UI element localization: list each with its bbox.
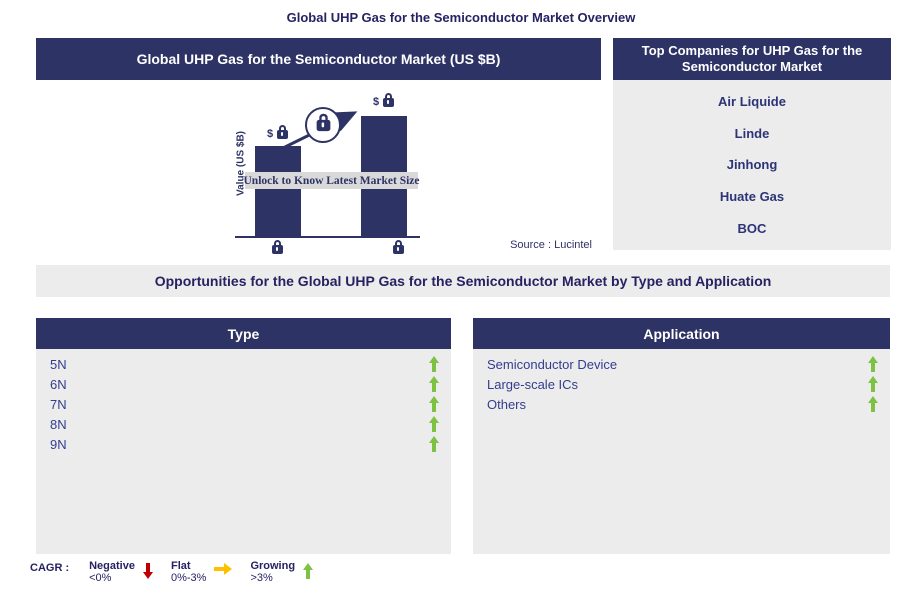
legend-range: 0%-3% <box>170 572 207 584</box>
type-label: 6N <box>50 376 67 392</box>
legend-entry-flat: Flat 0%-3% <box>170 560 233 584</box>
legend-name: Negative <box>89 560 135 572</box>
list-item: 6N <box>36 374 451 394</box>
growing-arrow-icon <box>868 356 878 372</box>
locked-circle-badge[interactable] <box>305 107 341 143</box>
bar-value-locked: $ <box>267 124 289 140</box>
growing-arrow-icon <box>429 376 439 392</box>
list-item: Large-scale ICs <box>473 374 890 394</box>
type-label: 8N <box>50 416 67 432</box>
cagr-legend-label: CAGR : <box>30 562 70 574</box>
legend-name: Growing <box>250 560 296 572</box>
application-label: Semiconductor Device <box>487 356 618 372</box>
application-label: Large-scale ICs <box>487 376 579 392</box>
growing-arrow-icon <box>429 356 439 372</box>
market-bar-start <box>255 146 301 236</box>
company-name: Linde <box>734 125 770 141</box>
growing-arrow-icon <box>303 563 314 579</box>
negative-arrow-icon <box>142 563 153 579</box>
type-label: 5N <box>50 356 67 372</box>
application-panel-header: Application <box>473 318 890 349</box>
page-title: Global UHP Gas for the Semiconductor Mar… <box>286 10 636 25</box>
top-companies-header: Top Companies for UHP Gas for the Semico… <box>613 38 891 80</box>
type-panel-header: Type <box>36 318 451 349</box>
list-item: Semiconductor Device <box>473 354 890 374</box>
dollar-sign: $ <box>373 96 380 108</box>
list-item: 9N <box>36 434 451 454</box>
growing-arrow-icon <box>868 396 878 412</box>
source-note: Source : Lucintel <box>510 239 592 251</box>
lock-icon <box>383 92 395 107</box>
flat-arrow-icon <box>214 563 233 575</box>
x-axis-lock-icon <box>393 240 405 254</box>
list-item: 8N <box>36 414 451 434</box>
list-item: 5N <box>36 354 451 374</box>
legend-range: <0% <box>89 572 112 584</box>
legend-range: >3% <box>250 572 273 584</box>
company-name: Air Liquide <box>718 94 786 110</box>
legend-entry-growing: Growing >3% <box>250 560 314 584</box>
legend-entry-negative: Negative <0% <box>89 560 153 584</box>
type-panel-list: 5N 6N 7N 8N 9N <box>36 349 451 554</box>
bar-value-locked: $ <box>373 92 395 108</box>
growth-arrow <box>282 111 358 150</box>
type-label: 9N <box>50 436 67 452</box>
list-item: Others <box>473 394 890 414</box>
unlock-cta-band[interactable]: Unlock to Know Latest Market Size <box>244 172 420 189</box>
application-label: Others <box>487 396 527 412</box>
chart-plot-area <box>235 106 420 238</box>
company-name: Huate Gas <box>719 189 785 205</box>
company-name: Jinhong <box>726 157 778 173</box>
opportunities-section-title: Opportunities for the Global UHP Gas for… <box>36 265 890 297</box>
growing-arrow-icon <box>868 376 878 392</box>
growing-arrow-icon <box>429 436 439 452</box>
top-companies-list: Air Liquide Linde Jinhong Huate Gas BOC <box>613 80 891 250</box>
cagr-legend: CAGR : Negative <0% Flat 0%-3% Growing >… <box>30 560 331 584</box>
application-panel-list: Semiconductor Device Large-scale ICs Oth… <box>473 349 890 554</box>
dollar-sign: $ <box>267 128 274 140</box>
company-name: BOC <box>737 220 767 236</box>
x-axis-lock-icon <box>272 240 283 254</box>
market-size-chart: Value (US $B) $ $ Unlock to Kn <box>36 80 601 255</box>
list-item: 7N <box>36 394 451 414</box>
legend-name: Flat <box>170 560 191 572</box>
growing-arrow-icon <box>429 416 439 432</box>
type-label: 7N <box>50 396 67 412</box>
lock-icon <box>277 124 289 139</box>
lock-icon <box>316 113 330 131</box>
market-panel-header: Global UHP Gas for the Semiconductor Mar… <box>36 38 601 80</box>
growing-arrow-icon <box>429 396 439 412</box>
